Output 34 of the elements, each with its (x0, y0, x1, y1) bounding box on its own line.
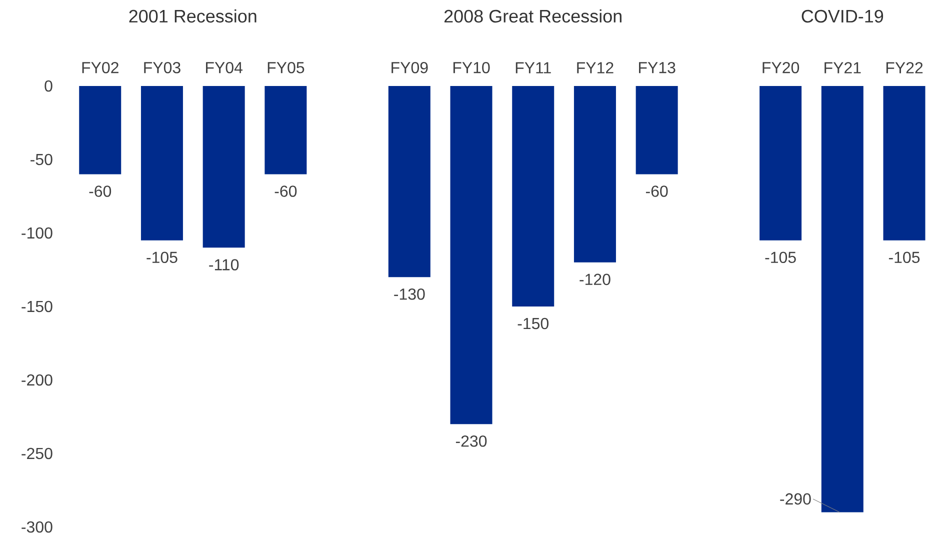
y-tick-label: -100 (22, 227, 52, 239)
data-label: -230 (456, 435, 487, 447)
y-tick-label: -50 (30, 154, 52, 166)
x-tick-label: FY09 (392, 62, 428, 74)
data-label: -130 (394, 288, 425, 300)
x-tick-label: FY11 (516, 62, 551, 74)
x-tick-label: FY21 (824, 62, 861, 74)
y-tick-label: -200 (22, 374, 52, 386)
data-label: -60 (646, 186, 668, 197)
data-label: -105 (765, 252, 796, 264)
y-tick-label: -150 (22, 300, 52, 312)
x-tick-label: FY22 (886, 62, 923, 74)
text: 2001 Recession (129, 9, 256, 23)
y-tick-label: -300 (22, 521, 52, 533)
x-tick-label: FY03 (144, 62, 180, 74)
x-tick-label: FY10 (453, 62, 490, 74)
y-tick-label: -250 (22, 448, 52, 460)
data-label: -105 (888, 252, 920, 264)
x-tick-label: FY05 (268, 62, 304, 74)
data-label: -60 (274, 186, 297, 197)
x-tick-label: FY04 (206, 62, 242, 74)
y-tick-label: 0 (44, 80, 52, 92)
x-tick-label: FY12 (577, 62, 614, 74)
data-label: -105 (146, 252, 178, 264)
data-label: -150 (518, 318, 549, 330)
data-label: -120 (580, 274, 610, 286)
x-tick-label: FY13 (639, 62, 676, 74)
text: COVID-19 (802, 10, 884, 23)
x-tick-label: FY20 (762, 62, 800, 74)
data-label: -60 (89, 186, 112, 197)
text: 2008 Great Recession (444, 9, 622, 23)
data-label: -110 (209, 259, 239, 270)
data-label: -290 (780, 493, 811, 505)
x-tick-label: FY02 (82, 62, 118, 74)
